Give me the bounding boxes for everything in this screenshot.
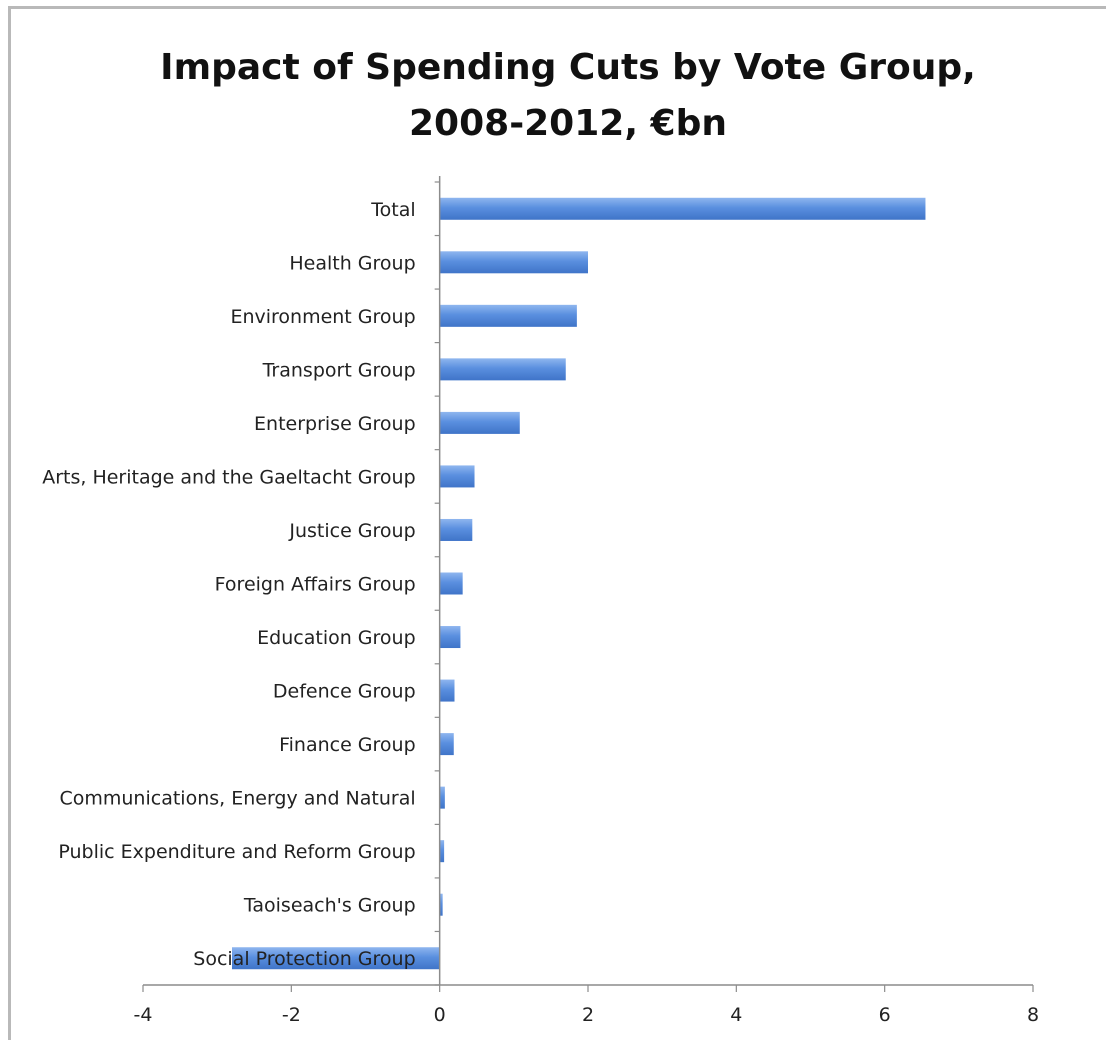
category-label: Social Protection Group (193, 948, 415, 970)
category-label: Public Expenditure and Reform Group (58, 841, 415, 863)
bar (232, 947, 440, 970)
bar (439, 251, 588, 274)
category-label: Defence Group (273, 681, 416, 703)
x-tick-label: -2 (282, 1004, 301, 1026)
x-tick-label: 2 (582, 1004, 594, 1026)
category-label: Communications, Energy and Natural (59, 788, 415, 810)
bar (439, 518, 473, 541)
category-label: Foreign Affairs Group (215, 574, 416, 596)
category-label: Finance Group (279, 734, 416, 756)
chart-title-line-2: 2008-2012, €bn (409, 103, 727, 144)
chart-frame (8, 6, 1106, 1040)
category-label: Enterprise Group (254, 413, 416, 435)
bar (439, 893, 443, 916)
category-label: Taoiseach's Group (243, 895, 416, 917)
category-label: Health Group (289, 252, 415, 274)
category-label: Arts, Heritage and the Gaeltacht Group (42, 466, 415, 488)
x-tick-label: 4 (730, 1004, 742, 1026)
bar (439, 358, 566, 381)
bar (439, 840, 445, 863)
bar (439, 572, 463, 595)
x-tick-label: 6 (879, 1004, 891, 1026)
bar (439, 411, 520, 434)
category-label: Education Group (257, 627, 415, 649)
chart-title: Impact of Spending Cuts by Vote Group, 2… (0, 40, 1108, 152)
bar (439, 304, 577, 327)
chart-title-line-1: Impact of Spending Cuts by Vote Group, (160, 47, 976, 88)
bar (439, 679, 455, 702)
category-label: Transport Group (262, 359, 416, 381)
bar (439, 465, 475, 488)
x-tick-label: 0 (434, 1004, 446, 1026)
x-tick-label: -4 (134, 1004, 153, 1026)
bar (439, 733, 454, 756)
bar (439, 626, 461, 649)
category-label: Justice Group (288, 520, 415, 542)
bar (439, 197, 926, 220)
category-label: Total (370, 199, 415, 221)
category-label: Environment Group (230, 306, 415, 328)
x-tick-label: 8 (1027, 1004, 1039, 1026)
bar (439, 786, 445, 809)
